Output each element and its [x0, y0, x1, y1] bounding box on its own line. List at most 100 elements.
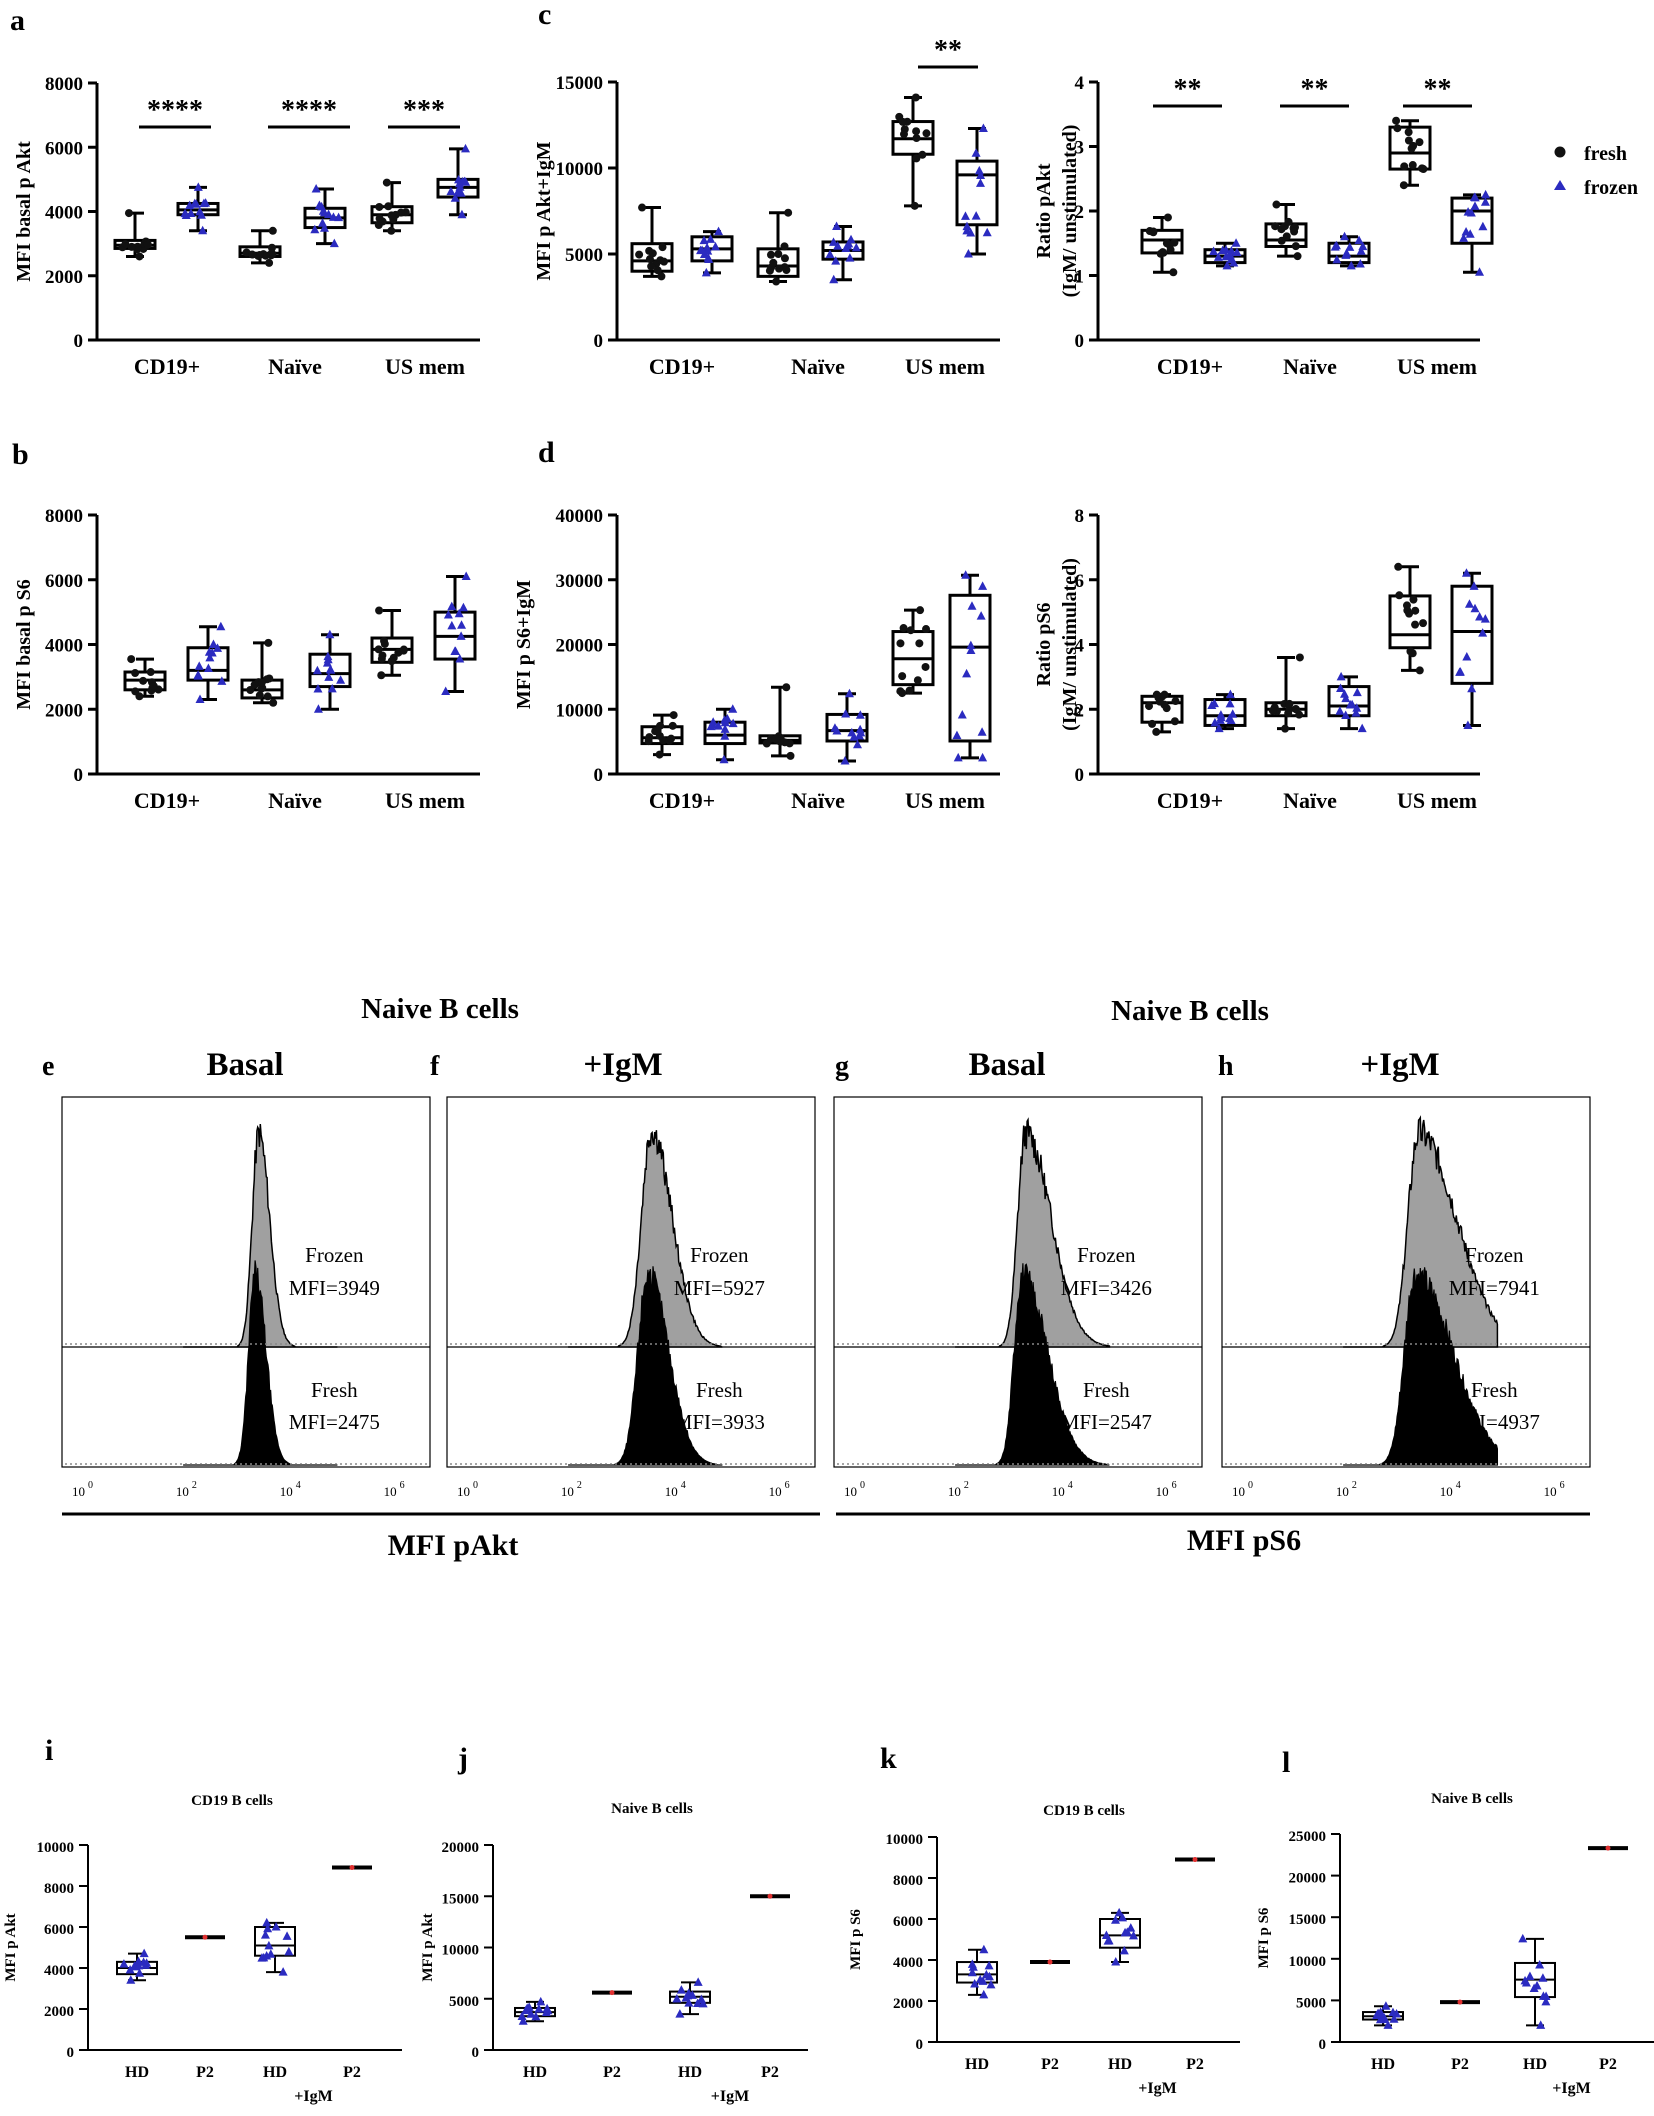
- frozen-point: [216, 621, 226, 631]
- frozen-point: [456, 188, 466, 197]
- frozen-point: [706, 234, 716, 243]
- fresh-point: [375, 606, 384, 615]
- frozen-mfi: MFI=7941: [1449, 1276, 1540, 1300]
- fresh-point: [374, 645, 383, 654]
- frozen-point: [1465, 229, 1475, 238]
- frozen-point: [314, 200, 324, 210]
- frozen-point: [310, 224, 320, 234]
- frozen-point: [536, 1996, 546, 2006]
- frozen-point: [1103, 1936, 1113, 1945]
- y-axis-label: MFI p S6+IgM: [513, 580, 535, 709]
- fresh-point: [1282, 232, 1291, 241]
- fresh-point: [1415, 666, 1424, 675]
- frozen-point: [257, 1953, 267, 1962]
- fresh-point: [1163, 213, 1172, 222]
- frozen-point: [441, 686, 451, 695]
- frozen-point: [193, 182, 203, 191]
- frozen-point: [195, 694, 205, 704]
- panel-title: Naive B cells: [611, 1801, 693, 1817]
- frozen-point: [1336, 671, 1346, 681]
- y-tick-label: 4000: [893, 1955, 923, 1971]
- y-tick-label: 0: [594, 331, 604, 352]
- legend-fresh-label: fresh: [1584, 143, 1627, 165]
- frozen-point: [855, 724, 865, 734]
- frozen-point: [728, 704, 738, 713]
- y-tick-label: 2: [1075, 700, 1085, 721]
- x-tick-exponent: 2: [964, 1480, 969, 1491]
- frozen-point: [693, 1998, 703, 2008]
- frozen-point: [264, 1940, 274, 1950]
- fresh-point: [1405, 609, 1414, 618]
- x-tick-exponent: 2: [1352, 1480, 1357, 1491]
- y-axis-label: MFI p Akt: [420, 1913, 436, 1981]
- frozen-point: [1101, 1930, 1111, 1939]
- fresh-point: [912, 154, 921, 163]
- fresh-mfi: MFI=4937: [1449, 1410, 1540, 1434]
- frozen-point: [1481, 189, 1491, 199]
- frozen-point: [982, 227, 992, 237]
- frozen-point: [1332, 254, 1342, 264]
- frozen-point: [844, 688, 854, 698]
- histogram-title: +IgM: [1360, 1047, 1439, 1083]
- frozen-point: [186, 208, 196, 218]
- y-tick-label: 8000: [44, 1881, 74, 1897]
- frozen-point: [1388, 2007, 1398, 2017]
- histogram-xlabel-left: MFI pAkt: [388, 1529, 519, 1562]
- fresh-point: [248, 250, 257, 259]
- frozen-point: [1331, 240, 1341, 250]
- x-tick-label: 10: [1336, 1484, 1349, 1499]
- x-category-label: HD: [263, 2064, 287, 2081]
- fresh-point: [149, 682, 158, 691]
- fresh-point: [1281, 724, 1290, 733]
- frozen-point: [968, 1962, 978, 1971]
- frozen-point: [1467, 683, 1477, 693]
- frozen-point: [841, 708, 851, 718]
- frozen-point: [213, 643, 223, 652]
- y-tick-label: 5000: [1296, 1995, 1326, 2011]
- fresh-point: [380, 639, 389, 648]
- igm-group-label: +IgM: [1552, 2080, 1590, 2097]
- x-category-label: HD: [1108, 2056, 1132, 2073]
- frozen-label: Frozen: [305, 1243, 364, 1267]
- fresh-point: [254, 251, 263, 260]
- frozen-point: [984, 1960, 994, 1970]
- frozen-point: [1475, 611, 1485, 621]
- frozen-point: [313, 704, 323, 713]
- frozen-point: [706, 721, 716, 731]
- frozen-point: [134, 1960, 144, 1970]
- x-tick-label: 10: [844, 1484, 857, 1499]
- fresh-point: [1284, 217, 1293, 226]
- fresh-point: [1149, 227, 1158, 236]
- fresh-point: [121, 240, 130, 249]
- fresh-point: [131, 669, 140, 678]
- legend-frozen-marker: [1554, 180, 1566, 190]
- fresh-point: [1148, 719, 1157, 728]
- frozen-point: [446, 186, 456, 196]
- panel-letter-i: i: [45, 1734, 53, 1767]
- fresh-point: [127, 655, 136, 664]
- frozen-point: [672, 1993, 682, 2003]
- fresh-point: [1415, 138, 1424, 147]
- frozen-point: [458, 602, 468, 612]
- fresh-point: [1394, 562, 1403, 571]
- x-category-label: HD: [1371, 2056, 1395, 2073]
- frozen-point: [952, 730, 962, 740]
- frozen-point: [976, 170, 986, 180]
- frozen-point: [852, 739, 862, 749]
- frozen-point: [329, 238, 339, 248]
- frozen-point: [1463, 207, 1473, 216]
- y-tick-label: 2000: [893, 1996, 923, 2012]
- x-tick-label: 10: [1544, 1484, 1557, 1499]
- fresh-point: [905, 686, 914, 695]
- frozen-point: [1470, 201, 1480, 210]
- x-tick-exponent: 6: [785, 1480, 790, 1491]
- frozen-point: [1536, 2020, 1546, 2029]
- frozen-point: [1355, 259, 1365, 268]
- fresh-point: [269, 698, 278, 707]
- box: [1327, 685, 1371, 718]
- x-category-label: CD19+: [649, 354, 715, 379]
- frozen-point: [217, 676, 227, 685]
- frozen-point: [957, 709, 967, 719]
- frozen-point: [1215, 715, 1225, 724]
